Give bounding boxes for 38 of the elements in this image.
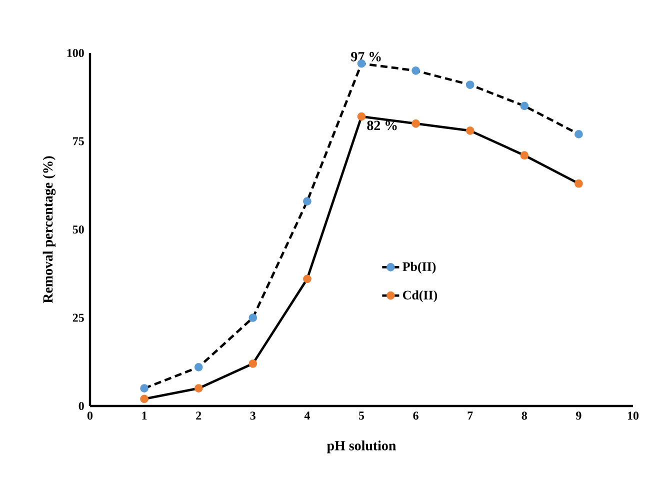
point: [520, 102, 529, 110]
x-tick-label: 0: [87, 412, 93, 420]
point: [520, 151, 529, 160]
x-tick-label: 5: [359, 412, 364, 420]
point: [248, 359, 258, 368]
y-tick-label: 75: [73, 137, 84, 146]
point: [412, 119, 420, 128]
y-axis-title: Removal percentage (%): [42, 156, 56, 304]
point: [574, 179, 583, 188]
x-tick-label: 10: [628, 412, 639, 420]
legend-label: Pb(II): [402, 262, 436, 274]
point: [357, 112, 366, 121]
x-tick-label: 7: [468, 412, 473, 420]
y-tick-label: 0: [78, 402, 84, 410]
x-tick-label: 1: [142, 412, 147, 420]
y-tick-label: 25: [72, 314, 84, 322]
point: [194, 362, 203, 372]
x-tick-label: 6: [413, 412, 418, 420]
point: [248, 314, 258, 322]
point: [466, 80, 474, 89]
point: [412, 66, 420, 75]
point: [574, 130, 583, 138]
y-tick-label: 50: [72, 225, 84, 234]
x-axis-title: pH solution: [326, 440, 396, 454]
x-tick-label: 9: [576, 412, 582, 420]
point: [194, 384, 203, 393]
point: [140, 394, 148, 404]
annotation: 82 %: [367, 120, 397, 130]
point: [466, 126, 474, 135]
point: [303, 274, 312, 284]
x-tick-label: 2: [196, 412, 202, 420]
x-tick-label: 8: [522, 412, 527, 420]
point: [303, 197, 312, 206]
x-tick-label: 3: [250, 412, 256, 420]
legend-label: Cd(II): [402, 290, 438, 302]
x-tick-label: 4: [304, 412, 310, 420]
point: [140, 384, 148, 393]
y-tick-label: 100: [67, 48, 84, 58]
